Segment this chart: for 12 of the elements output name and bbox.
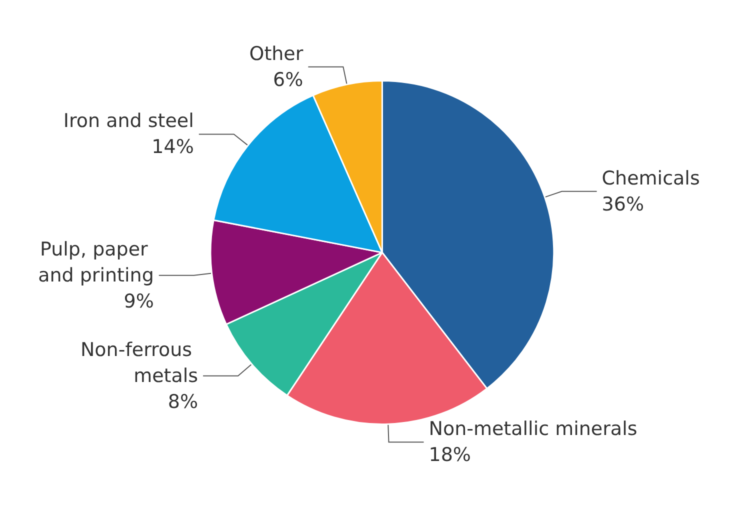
slice-label: Non-metallic minerals <box>428 418 638 440</box>
data-label: 18% <box>428 444 471 466</box>
data-label: 6% <box>273 68 304 91</box>
slice-label: Chemicals <box>602 167 700 190</box>
slice-label: Other <box>249 42 304 65</box>
slice-label: Iron and steel <box>63 110 194 132</box>
data-label: 9% <box>124 290 154 312</box>
slice-label: Non-ferrous metals <box>80 338 198 387</box>
slice-label: Pulp, paper and printing <box>38 238 154 286</box>
data-label: 14% <box>152 136 194 158</box>
data-label: 36% <box>602 193 644 216</box>
data-label: 8% <box>168 390 198 413</box>
